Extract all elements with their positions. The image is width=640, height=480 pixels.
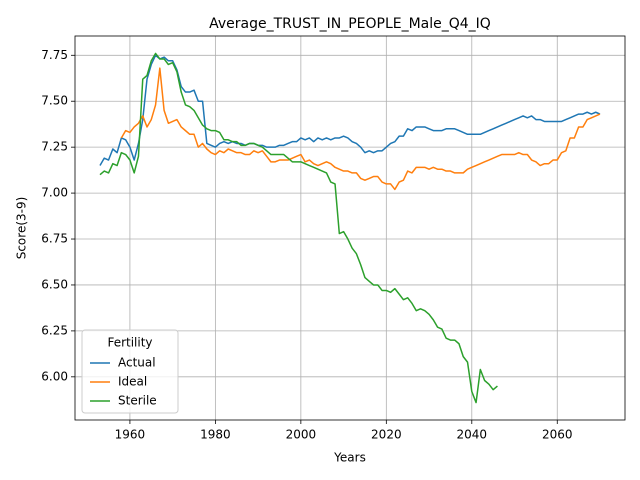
line-series [120, 67, 601, 191]
y-tick-label: 7.00 [41, 186, 68, 200]
x-axis-label: Years [333, 451, 366, 465]
x-tick-label: 1960 [115, 428, 146, 442]
line-series [99, 54, 601, 166]
y-tick-label: 7.75 [41, 48, 68, 62]
x-tick-label: 2020 [371, 428, 402, 442]
x-tick-label: 2040 [457, 428, 488, 442]
plot-frame [74, 35, 626, 421]
y-tick-label: 7.25 [41, 140, 68, 154]
legend-label: Actual [118, 356, 156, 370]
y-tick-label: 6.50 [41, 277, 68, 291]
x-tick-label: 2000 [286, 428, 317, 442]
y-tick-label: 6.25 [41, 323, 68, 337]
legend-label: Ideal [118, 375, 147, 389]
x-tick-label: 2060 [542, 428, 573, 442]
chart-title: Average_TRUST_IN_PEOPLE_Male_Q4_IQ [209, 16, 491, 32]
y-axis-label: Score(3-9) [15, 197, 29, 260]
y-tick-label: 6.00 [41, 369, 68, 383]
line-series [99, 52, 498, 404]
legend-label: Sterile [118, 394, 157, 408]
y-tick-label: 6.75 [41, 232, 68, 246]
legend-title: Fertility [107, 336, 152, 350]
y-tick-label: 7.50 [41, 94, 68, 108]
x-tick-label: 1980 [200, 428, 231, 442]
legend-box [81, 329, 179, 414]
